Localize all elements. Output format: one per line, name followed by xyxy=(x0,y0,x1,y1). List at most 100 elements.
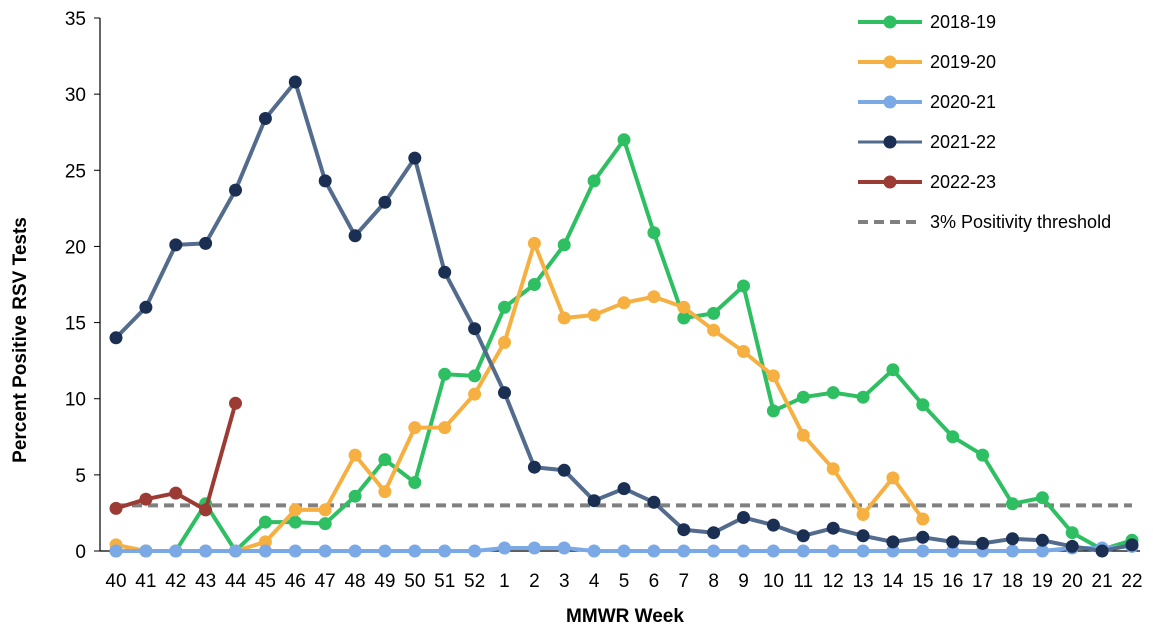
x-tick-label: 11 xyxy=(793,571,813,592)
legend-marker xyxy=(883,135,897,149)
data-point xyxy=(647,226,661,240)
y-tick-label: 25 xyxy=(65,161,86,182)
data-point xyxy=(976,448,990,462)
data-point xyxy=(348,448,362,462)
y-tick-label: 15 xyxy=(65,314,86,335)
data-point xyxy=(677,311,691,325)
x-tick-label: 5 xyxy=(619,571,630,592)
data-point xyxy=(796,428,810,442)
data-point xyxy=(677,523,691,537)
legend-label: 3% Positivity threshold xyxy=(930,212,1111,232)
legend-item: 2021-22 xyxy=(858,132,996,152)
x-tick-label: 51 xyxy=(434,571,455,592)
data-point xyxy=(1006,497,1019,511)
data-point xyxy=(826,521,840,535)
data-point xyxy=(856,529,870,543)
data-point xyxy=(946,430,960,444)
data-point xyxy=(647,495,661,509)
x-tick-label: 46 xyxy=(285,571,306,592)
data-point xyxy=(557,311,571,325)
y-tick-label: 35 xyxy=(65,9,86,30)
data-point xyxy=(916,530,930,544)
legend-label: 2019-20 xyxy=(930,52,996,72)
x-tick-label: 22 xyxy=(1121,571,1142,592)
data-point xyxy=(796,390,810,404)
y-tick-label: 5 xyxy=(75,466,86,487)
data-point xyxy=(288,544,302,558)
data-point xyxy=(438,367,452,381)
x-tick-label: 8 xyxy=(708,571,719,592)
data-point xyxy=(408,421,422,435)
data-point xyxy=(1035,544,1049,558)
data-point xyxy=(468,369,482,383)
data-point xyxy=(617,133,631,147)
data-point xyxy=(886,544,900,558)
data-point xyxy=(737,511,750,524)
data-point xyxy=(826,386,840,400)
data-point xyxy=(527,278,541,291)
data-point xyxy=(199,544,213,558)
legend-marker xyxy=(883,15,897,29)
data-point xyxy=(1006,532,1019,546)
y-tick-label: 10 xyxy=(65,390,86,411)
data-point xyxy=(796,544,810,558)
legend-item-threshold: 3% Positivity threshold xyxy=(858,212,1111,232)
x-tick-label: 12 xyxy=(823,571,844,592)
data-point xyxy=(408,151,422,165)
x-tick-label: 14 xyxy=(882,571,904,592)
data-point xyxy=(766,544,780,558)
data-point xyxy=(378,544,392,558)
x-tick-label: 13 xyxy=(852,571,873,592)
series-2022-23 xyxy=(109,396,242,517)
data-point xyxy=(1035,533,1049,547)
data-point xyxy=(229,544,242,558)
data-point xyxy=(766,369,780,383)
x-tick-label: 16 xyxy=(942,571,963,592)
data-point xyxy=(199,503,213,517)
data-point xyxy=(258,544,272,558)
data-point xyxy=(826,462,840,476)
x-tick-label: 40 xyxy=(105,571,126,592)
data-point xyxy=(587,494,601,508)
legend: 2018-19 2019-20 2020-21 2021-22 2022-23 3% Po… xyxy=(858,12,1111,232)
data-point xyxy=(766,518,780,532)
data-point xyxy=(348,544,362,558)
data-point xyxy=(139,492,153,506)
data-point xyxy=(677,544,691,558)
data-point xyxy=(169,486,183,500)
x-tick-label: 19 xyxy=(1032,571,1053,592)
data-point xyxy=(737,279,750,293)
data-point xyxy=(617,544,631,558)
data-point xyxy=(1125,538,1139,552)
data-point xyxy=(557,541,571,555)
data-point xyxy=(737,345,750,358)
data-point xyxy=(527,541,541,555)
data-point xyxy=(796,529,810,543)
data-point xyxy=(916,398,930,412)
data-point xyxy=(557,463,571,477)
data-point xyxy=(498,541,511,555)
data-point xyxy=(348,229,362,243)
x-tick-label: 41 xyxy=(135,571,156,592)
x-tick-label: 6 xyxy=(649,571,660,592)
x-tick-label: 2 xyxy=(529,571,540,592)
data-point xyxy=(229,183,242,197)
x-tick-label: 7 xyxy=(678,571,689,592)
data-point xyxy=(468,387,482,401)
data-point xyxy=(139,544,153,558)
data-point xyxy=(318,544,332,558)
legend-marker xyxy=(883,55,897,69)
data-point xyxy=(707,323,721,337)
data-point xyxy=(438,421,452,435)
data-point xyxy=(587,544,601,558)
data-point xyxy=(856,544,870,558)
data-point xyxy=(587,174,601,188)
y-tick-label: 0 xyxy=(75,542,86,563)
data-point xyxy=(1095,544,1109,558)
x-tick-label: 49 xyxy=(374,571,395,592)
data-point xyxy=(109,544,123,558)
data-point xyxy=(1065,539,1079,553)
data-point xyxy=(1006,544,1019,558)
series-2021-22 xyxy=(109,75,1139,558)
